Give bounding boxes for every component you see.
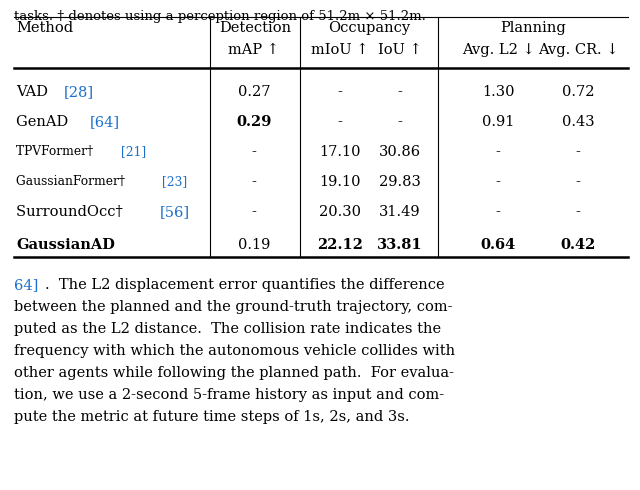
Text: SurroundOcc†: SurroundOcc† <box>16 205 127 219</box>
Text: Planning: Planning <box>500 21 566 35</box>
Text: mAP ↑: mAP ↑ <box>228 43 280 57</box>
Text: 0.29: 0.29 <box>236 115 272 129</box>
Text: 0.91: 0.91 <box>482 115 514 129</box>
Text: Avg. CR. ↓: Avg. CR. ↓ <box>538 43 618 57</box>
Text: 0.19: 0.19 <box>238 238 270 252</box>
Text: -: - <box>495 205 500 219</box>
Text: GaussianAD: GaussianAD <box>16 238 115 252</box>
Text: .  The L2 displacement error quantifies the difference: . The L2 displacement error quantifies t… <box>45 278 445 292</box>
Text: 33.81: 33.81 <box>377 238 423 252</box>
Text: 0.43: 0.43 <box>562 115 595 129</box>
Text: Method: Method <box>16 21 73 35</box>
Text: IoU ↑: IoU ↑ <box>378 43 422 57</box>
Text: 1.30: 1.30 <box>482 85 515 99</box>
Text: frequency with which the autonomous vehicle collides with: frequency with which the autonomous vehi… <box>14 344 455 358</box>
Text: -: - <box>495 175 500 189</box>
Text: TPVFormer†: TPVFormer† <box>16 145 97 158</box>
Text: [56]: [56] <box>160 205 190 219</box>
Text: -: - <box>575 175 580 189</box>
Text: -: - <box>575 145 580 159</box>
Text: between the planned and the ground-truth trajectory, com-: between the planned and the ground-truth… <box>14 300 452 314</box>
Text: GaussianFormer†: GaussianFormer† <box>16 175 129 188</box>
Text: 64]: 64] <box>14 278 38 292</box>
Text: 19.10: 19.10 <box>319 175 361 189</box>
Text: -: - <box>575 205 580 219</box>
Text: -: - <box>495 145 500 159</box>
Text: 17.10: 17.10 <box>319 145 361 159</box>
Text: mIoU ↑: mIoU ↑ <box>311 43 369 57</box>
Text: [64]: [64] <box>90 115 120 129</box>
Text: 0.27: 0.27 <box>237 85 270 99</box>
Text: VAD: VAD <box>16 85 52 99</box>
Text: 0.64: 0.64 <box>481 238 516 252</box>
Text: other agents while following the planned path.  For evalua-: other agents while following the planned… <box>14 366 454 380</box>
Text: tasks. † denotes using a perception region of 51.2m × 51.2m.: tasks. † denotes using a perception regi… <box>14 10 426 23</box>
Text: -: - <box>397 85 403 99</box>
Text: 0.72: 0.72 <box>562 85 595 99</box>
Text: GenAD: GenAD <box>16 115 73 129</box>
Text: 22.12: 22.12 <box>317 238 363 252</box>
Text: tion, we use a 2-second 5-frame history as input and com-: tion, we use a 2-second 5-frame history … <box>14 388 444 402</box>
Text: [28]: [28] <box>63 85 93 99</box>
Text: -: - <box>252 205 257 219</box>
Text: Detection: Detection <box>219 21 291 35</box>
Text: -: - <box>397 115 403 129</box>
Text: Occupancy: Occupancy <box>328 21 410 35</box>
Text: pute the metric at future time steps of 1s, 2s, and 3s.: pute the metric at future time steps of … <box>14 410 410 424</box>
Text: 31.49: 31.49 <box>379 205 421 219</box>
Text: -: - <box>252 145 257 159</box>
Text: -: - <box>337 85 342 99</box>
Text: [21]: [21] <box>120 145 146 158</box>
Text: 0.42: 0.42 <box>560 238 596 252</box>
Text: -: - <box>337 115 342 129</box>
Text: Avg. L2 ↓: Avg. L2 ↓ <box>461 43 534 57</box>
Text: [23]: [23] <box>162 175 187 188</box>
Text: 20.30: 20.30 <box>319 205 361 219</box>
Text: 29.83: 29.83 <box>379 175 421 189</box>
Text: puted as the L2 distance.  The collision rate indicates the: puted as the L2 distance. The collision … <box>14 322 441 336</box>
Text: -: - <box>252 175 257 189</box>
Text: 30.86: 30.86 <box>379 145 421 159</box>
